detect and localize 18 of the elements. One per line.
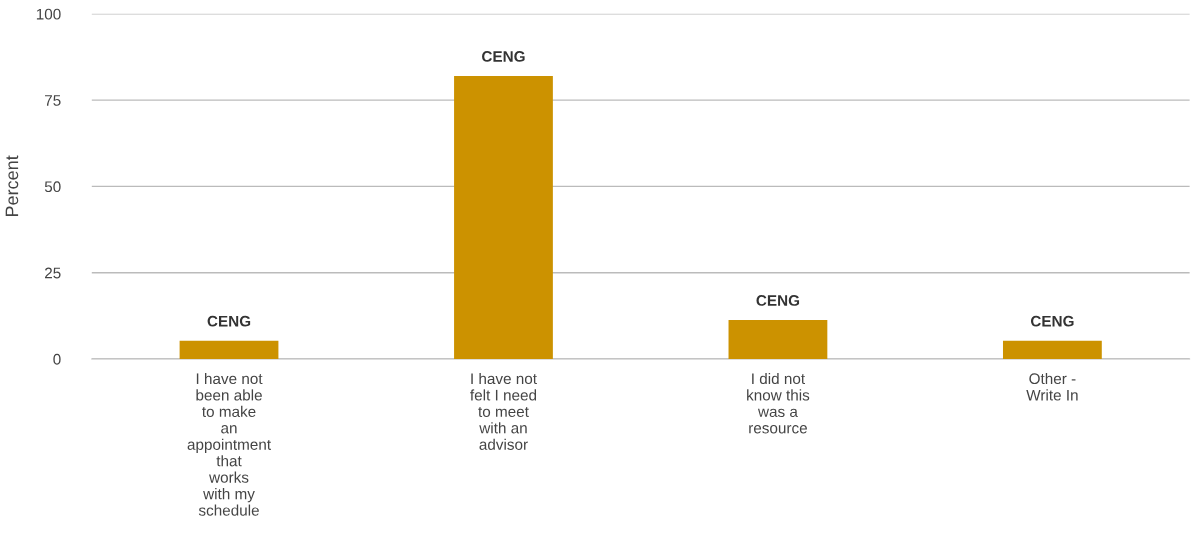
y-tick-label: 100 — [36, 8, 61, 20]
y-tick-label: 75 — [45, 95, 61, 106]
series-label: CENG — [207, 315, 251, 327]
x-tick-label: I did not know this was a resource — [747, 372, 810, 434]
x-tick-label: Other - Write In — [1026, 372, 1078, 401]
text: CENG — [1030, 315, 1074, 327]
text: CENG — [756, 295, 800, 306]
y-tick-label: 50 — [44, 181, 61, 193]
x-tick-label: I have not felt I need to meet with an advisor — [470, 372, 537, 450]
bar — [728, 319, 828, 359]
bar — [179, 340, 279, 359]
y-tick-label: 0 — [53, 353, 61, 365]
y-axis-title: Percent — [5, 155, 19, 217]
category-label: I have not been able to make an appointment that works with my schedule — [187, 372, 271, 516]
y-tick-label: 25 — [45, 267, 61, 279]
text: CENG — [482, 51, 525, 62]
bar — [454, 75, 553, 359]
bar — [1002, 340, 1102, 359]
